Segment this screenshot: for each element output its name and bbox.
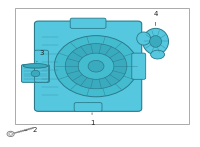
FancyBboxPatch shape — [132, 53, 146, 79]
Ellipse shape — [151, 50, 165, 59]
Circle shape — [88, 60, 104, 72]
FancyBboxPatch shape — [74, 103, 102, 111]
Circle shape — [78, 53, 114, 79]
Circle shape — [54, 36, 138, 97]
Ellipse shape — [23, 64, 48, 68]
Bar — [15, 8, 189, 125]
Ellipse shape — [137, 32, 151, 45]
Ellipse shape — [143, 28, 169, 55]
FancyBboxPatch shape — [22, 65, 49, 82]
FancyBboxPatch shape — [70, 18, 106, 28]
Circle shape — [65, 44, 127, 89]
Text: 2: 2 — [25, 127, 37, 133]
FancyBboxPatch shape — [34, 21, 142, 111]
Ellipse shape — [150, 36, 162, 47]
FancyBboxPatch shape — [34, 50, 48, 82]
Text: 3: 3 — [37, 50, 44, 62]
Circle shape — [31, 70, 40, 77]
Text: 4: 4 — [153, 11, 158, 26]
Text: 1: 1 — [90, 113, 94, 126]
